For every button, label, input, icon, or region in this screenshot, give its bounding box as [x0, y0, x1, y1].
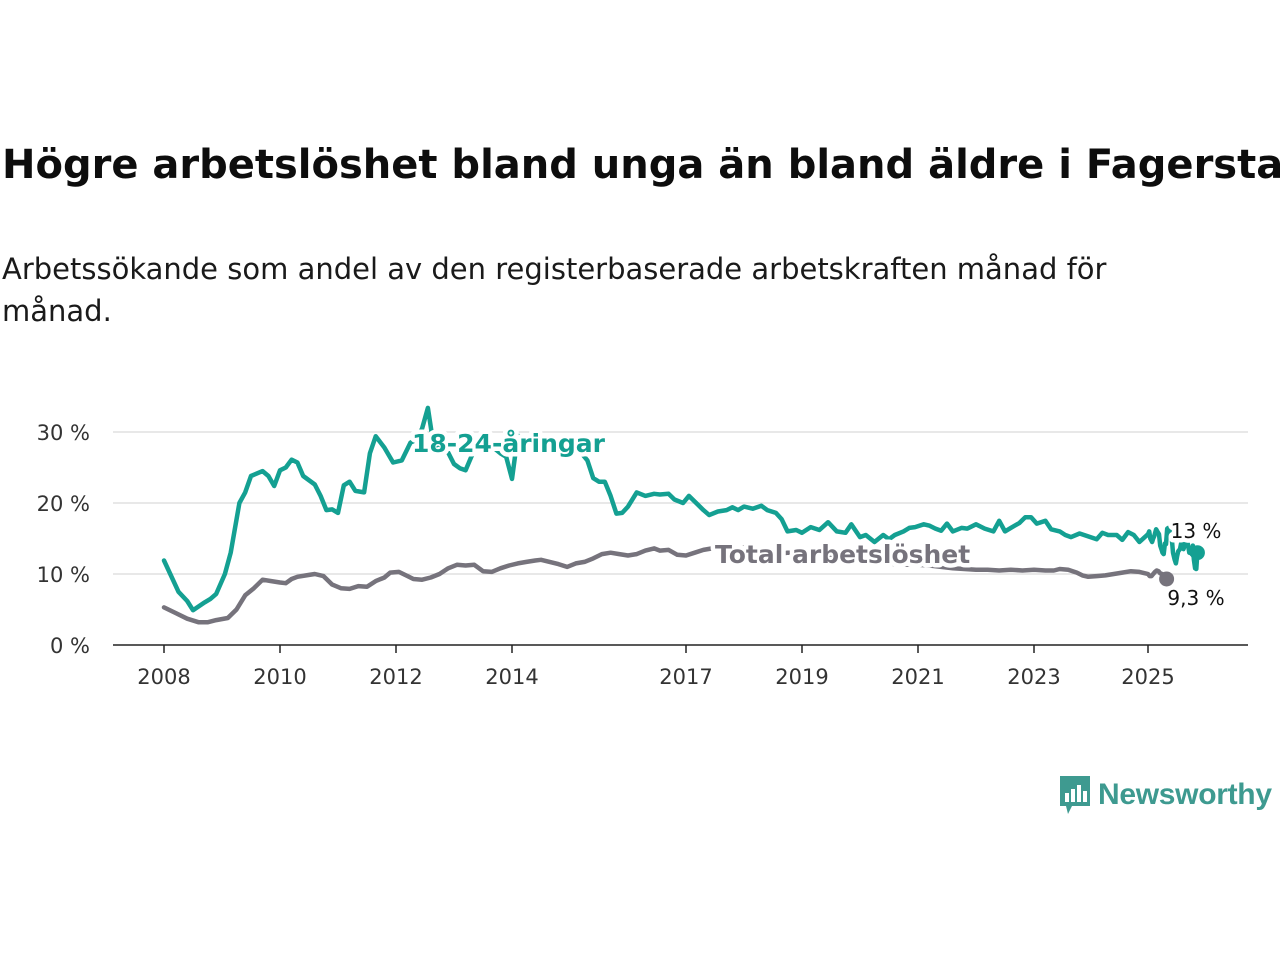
series-line-youth	[161, 405, 1200, 613]
y-axis-ticks: 0 % 10 % 20 % 30 %	[37, 421, 90, 658]
page-title: Högre arbetslöshet bland unga än bland ä…	[2, 142, 1280, 188]
series-line-total	[161, 543, 1169, 625]
x-tick-label: 2010	[253, 665, 306, 689]
x-tick-label: 2021	[891, 665, 944, 689]
newsworthy-logo-icon	[1060, 776, 1090, 814]
label-halo: Total arbetslöshet	[715, 540, 970, 569]
grid-lines	[113, 431, 1248, 646]
series-lines	[161, 405, 1205, 625]
end-label-youth: 13 %13 %	[1166, 515, 1226, 548]
label-text: 13 %	[1171, 519, 1222, 543]
label-text: 9,3 %	[1167, 586, 1224, 610]
brand-name: Newsworthy	[1098, 778, 1272, 811]
y-tick-label: 10 %	[37, 563, 90, 587]
x-tick-label: 2025	[1121, 665, 1174, 689]
label-halo: 18-24-åringar	[412, 429, 606, 458]
x-tick-label: 2008	[137, 665, 190, 689]
brand-logo: Newsworthy	[1058, 772, 1272, 818]
line-chart: 0 % 10 % 20 % 30 % 2008 2010 2012 2014 2017 2019…	[37, 405, 1248, 689]
x-tick-label: 2023	[1007, 665, 1060, 689]
label-text: 18-24-åringar	[412, 429, 606, 458]
label-halo: 13 %	[1171, 519, 1222, 543]
y-tick-label: 0 %	[50, 634, 90, 658]
series-end-dot-youth	[1189, 545, 1205, 561]
x-axis-ticks: 2008 2010 2012 2014 2017 2019 2021 2023 2025	[137, 645, 1175, 689]
label-text: Total arbetslöshet	[715, 540, 970, 569]
page-subtitle: Arbetssökande som andel av den registerb…	[2, 252, 1107, 328]
x-tick-label: 2014	[485, 665, 538, 689]
end-label-total: 9,3 %9,3 %	[1163, 582, 1229, 615]
x-tick-label: 2017	[659, 665, 712, 689]
x-tick-label: 2012	[369, 665, 422, 689]
y-tick-label: 30 %	[37, 421, 90, 445]
label-halo: 9,3 %	[1167, 586, 1224, 610]
x-tick-label: 2019	[775, 665, 828, 689]
series-end-dot-total	[1159, 571, 1175, 587]
y-tick-label: 20 %	[37, 492, 90, 516]
